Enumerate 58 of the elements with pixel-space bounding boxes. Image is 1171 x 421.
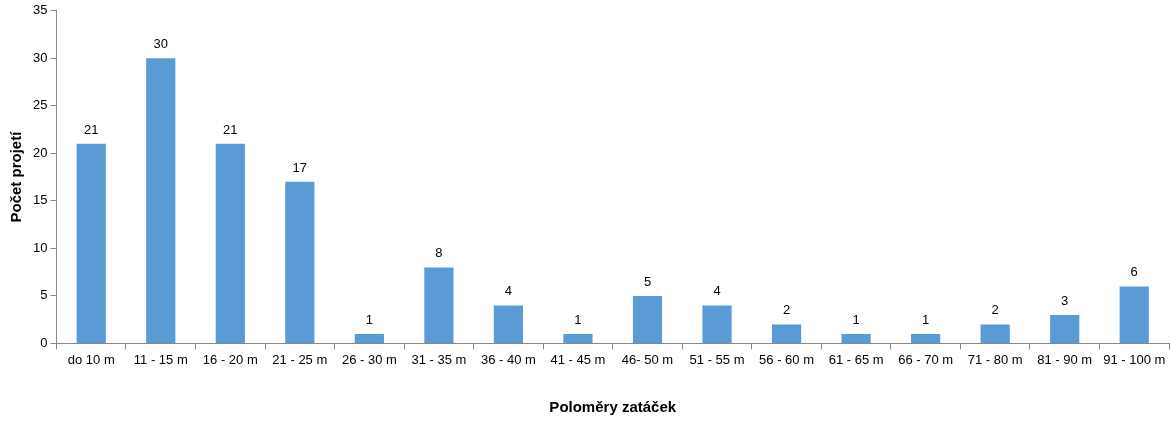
bar <box>563 333 593 343</box>
x-tick-label: 26 - 30 m <box>341 351 397 367</box>
x-axis-title: Poloměry zatáček <box>549 398 677 416</box>
bar <box>702 305 732 343</box>
bar <box>285 181 315 343</box>
data-label: 1 <box>574 311 582 327</box>
y-tick-label: 15 <box>32 192 48 208</box>
y-tick-label: 20 <box>32 144 48 160</box>
data-label: 2 <box>782 302 791 318</box>
x-tick-label: 11 - 15 m <box>133 351 188 367</box>
bar <box>215 143 245 343</box>
data-label: 30 <box>153 36 168 52</box>
bar <box>980 324 1010 343</box>
x-tick-label: 46- 50 m <box>621 351 674 367</box>
x-tick-label: 56 - 60 m <box>759 351 815 367</box>
y-tick-label: 0 <box>40 334 48 350</box>
data-label: 4 <box>713 283 721 299</box>
bar <box>771 324 802 343</box>
bar <box>632 295 663 343</box>
bar <box>911 333 941 343</box>
data-label: 4 <box>504 283 513 299</box>
y-tick-label: 25 <box>32 97 48 113</box>
bar <box>76 143 106 343</box>
data-label: 1 <box>852 311 860 327</box>
data-label: 21 <box>83 121 99 137</box>
y-axis-title: Počet projetí <box>7 130 25 223</box>
x-tick-label: 16 - 20 m <box>202 351 258 367</box>
x-tick-label: 66 - 70 m <box>898 351 954 367</box>
bar <box>1119 286 1149 343</box>
x-tick-label: 91 - 100 m <box>1103 351 1166 367</box>
bar <box>354 333 384 343</box>
data-label: 21 <box>223 121 238 137</box>
data-label: 17 <box>292 159 308 175</box>
y-tick-label: 5 <box>40 287 48 303</box>
x-tick-label: do 10 m <box>67 351 115 367</box>
x-tick-label: 36 - 40 m <box>480 351 536 367</box>
data-label: 8 <box>435 245 443 261</box>
y-tick-label: 30 <box>32 49 48 65</box>
data-label: 3 <box>1061 292 1069 308</box>
data-label: 1 <box>922 311 930 327</box>
data-label: 1 <box>365 311 373 327</box>
x-tick-label: 81 - 90 m <box>1037 351 1093 367</box>
bar <box>841 333 871 343</box>
data-label: 6 <box>1130 264 1138 280</box>
data-label: 5 <box>643 273 652 289</box>
bar <box>1050 314 1080 343</box>
x-tick-label: 61 - 65 m <box>828 351 884 367</box>
bar <box>493 305 524 343</box>
x-tick-label: 21 - 25 m <box>272 351 328 367</box>
bar <box>424 267 454 343</box>
y-tick-label: 35 <box>32 2 48 18</box>
bar <box>146 58 176 343</box>
y-tick-label: 10 <box>32 239 48 255</box>
data-label: 2 <box>991 302 999 318</box>
x-tick-label: 31 - 35 m <box>411 351 467 367</box>
x-tick-label: 71 - 80 m <box>967 351 1023 367</box>
x-tick-label: 51 - 55 m <box>689 351 745 367</box>
x-tick-label: 41 - 45 m <box>550 351 606 367</box>
